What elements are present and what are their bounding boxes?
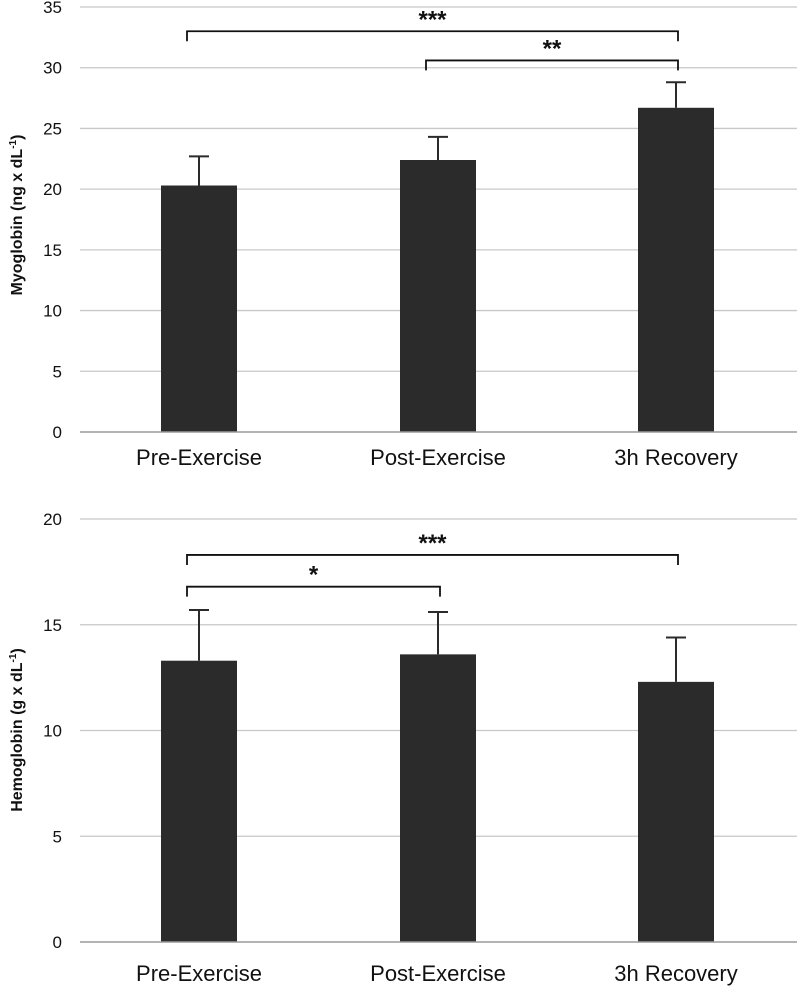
- hemoglobin-chart: Hemoglobin (g x dL-1) 0 5 10 15 20 Pre-Exerci…: [8, 510, 797, 986]
- significance-bracket: [186, 30, 679, 42]
- myoglobin-chart: Myoglobin (ng x dL-1) 0 5 10 15 20 25 30 35 Pre-…: [8, 0, 797, 470]
- significance-bracket: [186, 585, 441, 597]
- bar: [400, 654, 476, 942]
- y-tick-label: 10: [43, 722, 62, 741]
- x-tick-label: Post-Exercise: [370, 961, 506, 986]
- bar: [161, 660, 237, 942]
- x-tick-label: Post-Exercise: [370, 445, 506, 470]
- y-tick-label: 0: [53, 423, 62, 442]
- significance-label: **: [543, 35, 562, 62]
- y-tick-label: 35: [43, 0, 62, 17]
- y-tick-label: 20: [43, 180, 62, 199]
- bar: [638, 681, 714, 942]
- x-tick-label: Pre-Exercise: [136, 445, 262, 470]
- y-tick-label: 30: [43, 59, 62, 78]
- y-axis-title: Hemoglobin (g x dL-1): [8, 648, 26, 812]
- significance-label: ***: [418, 6, 447, 33]
- bar: [161, 185, 237, 432]
- x-tick-label: 3h Recovery: [614, 961, 738, 986]
- y-tick-label: 5: [53, 362, 62, 381]
- y-axis-title: Myoglobin (ng x dL-1): [8, 135, 26, 296]
- significance-bracket: [186, 554, 679, 565]
- y-tick-label: 20: [43, 510, 62, 529]
- y-tick-label: 15: [43, 616, 62, 635]
- significance-label: ***: [418, 530, 447, 557]
- y-tick-label: 10: [43, 302, 62, 321]
- bar: [400, 160, 476, 432]
- y-tick-label: 5: [53, 827, 62, 846]
- bar: [638, 107, 714, 433]
- significance-bracket: [425, 59, 679, 71]
- y-tick-label: 25: [43, 119, 62, 138]
- significance-label: *: [309, 562, 319, 589]
- x-tick-label: Pre-Exercise: [136, 961, 262, 986]
- x-tick-label: 3h Recovery: [614, 445, 738, 470]
- y-tick-label: 0: [53, 933, 62, 952]
- y-tick-label: 15: [43, 241, 62, 260]
